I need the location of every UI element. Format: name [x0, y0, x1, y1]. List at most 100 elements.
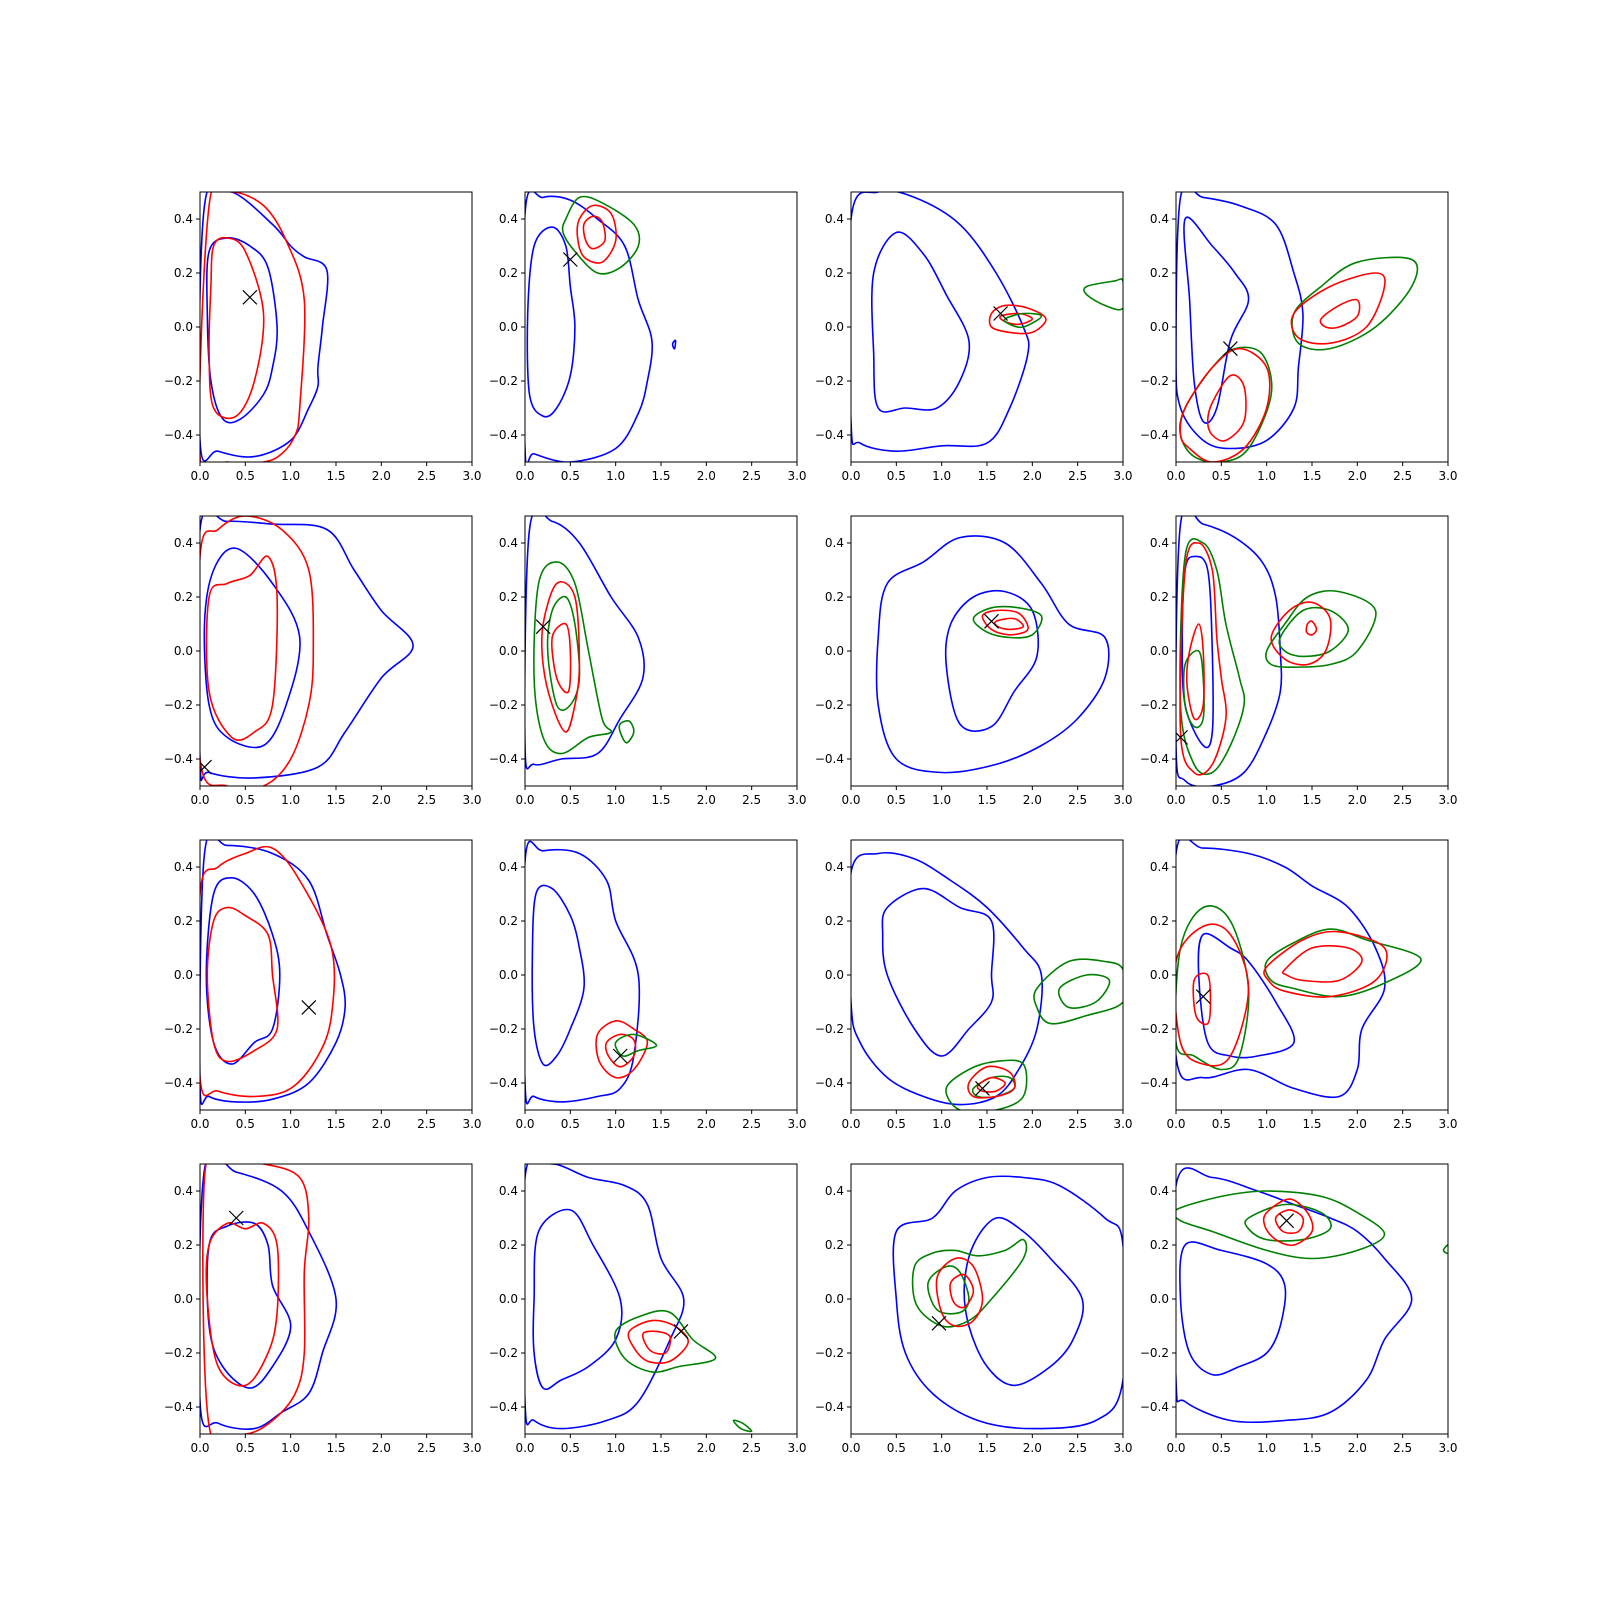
blue-contour-line — [526, 226, 576, 418]
x-tick-label: 0.0 — [190, 793, 209, 807]
x-marker-stroke-b — [301, 999, 317, 1015]
y-tick-label: 0.2 — [174, 914, 193, 928]
y-tick-label: −0.2 — [164, 698, 193, 712]
x-tick-label: 0.0 — [515, 1117, 534, 1131]
x-marker — [1222, 341, 1238, 357]
y-tick-label: 0.2 — [174, 590, 193, 604]
x-tick-label: 1.0 — [281, 1441, 300, 1455]
x-marker-stroke-b — [993, 306, 1009, 321]
x-tick-label: 0.5 — [561, 793, 580, 807]
blue-contour-line — [1176, 516, 1283, 786]
x-tick-label: 1.5 — [1302, 1117, 1321, 1131]
blue-contour-line — [671, 339, 677, 350]
y-tick-label: −0.4 — [164, 1076, 193, 1090]
x-marker-stroke-b — [562, 252, 578, 267]
red-contour-line — [202, 1164, 310, 1434]
y-tick-label: 0.4 — [825, 212, 844, 226]
red-contour-line — [967, 1065, 1016, 1099]
y-tick-label: −0.4 — [815, 1076, 844, 1090]
y-tick-label: −0.4 — [489, 428, 518, 442]
subplot-3-3: 0.0 0.5 1.0 1.5 2.0 2.5 3.0 −0.4 −0.2 0.0 0.2 0.4 — [815, 839, 1133, 1131]
y-tick-label: −0.2 — [489, 374, 518, 388]
plot-area — [525, 516, 645, 770]
y-tick-label: −0.2 — [815, 1346, 844, 1360]
x-tick-label: 0.5 — [561, 469, 580, 483]
x-tick-label: 0.0 — [841, 1441, 860, 1455]
x-marker — [1176, 729, 1188, 745]
x-tick-label: 1.5 — [1302, 469, 1321, 483]
x-tick-label: 1.0 — [1257, 793, 1276, 807]
green-contour-line — [618, 720, 635, 744]
y-tick-label: 0.4 — [174, 212, 193, 226]
y-tick-label: 0.4 — [174, 536, 193, 550]
x-tick-label: 1.0 — [1257, 469, 1276, 483]
subplot-1-2: 0.0 0.5 1.0 1.5 2.0 2.5 3.0 −0.4 −0.2 0.0 0.2 0.4 — [489, 191, 807, 483]
y-tick-label: 0.2 — [1150, 1238, 1169, 1252]
green-contour-line — [1278, 606, 1350, 658]
blue-contour-line — [525, 840, 641, 1105]
x-marker — [1279, 1213, 1295, 1229]
y-tick-label: 0.0 — [174, 644, 193, 658]
y-tick-label: −0.2 — [1140, 1022, 1169, 1036]
blue-contour-line — [875, 535, 1110, 774]
x-tick-label: 0.5 — [1212, 469, 1231, 483]
y-tick-label: 0.2 — [825, 1238, 844, 1252]
red-contour-line — [981, 609, 1029, 636]
x-tick-label: 0.5 — [561, 1441, 580, 1455]
y-tick-label: 0.4 — [499, 212, 518, 226]
x-tick-label: 1.5 — [326, 793, 345, 807]
x-tick-label: 1.5 — [326, 469, 345, 483]
y-tick-label: 0.0 — [499, 1292, 518, 1306]
red-contour-line — [1274, 1209, 1305, 1235]
y-tick-label: −0.4 — [815, 428, 844, 442]
subplot-2-3: 0.0 0.5 1.0 1.5 2.0 2.5 3.0 −0.4 −0.2 0.0 0.2 0.4 — [815, 515, 1133, 807]
x-tick-label: 2.5 — [742, 469, 761, 483]
green-contour-line — [1083, 278, 1123, 311]
x-tick-label: 2.5 — [1393, 1117, 1412, 1131]
y-tick-label: 0.4 — [174, 1184, 193, 1198]
red-contour-line — [976, 1076, 1006, 1093]
y-tick-label: 0.2 — [1150, 914, 1169, 928]
x-marker-stroke-b — [612, 1048, 628, 1064]
x-marker-stroke-b — [1279, 1213, 1295, 1229]
y-tick-label: 0.2 — [499, 590, 518, 604]
green-contour-line — [972, 605, 1043, 639]
x-tick-label: 2.5 — [1068, 469, 1087, 483]
y-tick-label: 0.2 — [499, 914, 518, 928]
subplot-2-2: 0.0 0.5 1.0 1.5 2.0 2.5 3.0 −0.4 −0.2 0.0 0.2 0.4 — [489, 515, 807, 807]
x-tick-label: 1.0 — [606, 1117, 625, 1131]
green-contour-line — [1182, 649, 1205, 729]
x-tick-label: 1.0 — [606, 793, 625, 807]
green-contour-line — [1176, 905, 1250, 1071]
red-contour-line — [1179, 541, 1227, 776]
x-tick-label: 0.0 — [515, 1441, 534, 1455]
x-tick-label: 3.0 — [1438, 1441, 1457, 1455]
x-tick-label: 0.5 — [236, 1441, 255, 1455]
red-contour-line — [206, 906, 279, 1063]
plot-area — [1176, 516, 1377, 786]
x-marker — [228, 1210, 244, 1226]
blue-contour-line — [532, 1208, 623, 1391]
blue-contour-line — [892, 1175, 1123, 1430]
red-contour-line — [641, 1330, 672, 1355]
x-tick-label: 0.0 — [190, 1117, 209, 1131]
x-tick-label: 0.5 — [236, 469, 255, 483]
y-tick-label: −0.4 — [164, 1400, 193, 1414]
y-tick-label: −0.4 — [164, 428, 193, 442]
subplot-3-1: 0.0 0.5 1.0 1.5 2.0 2.5 3.0 −0.4 −0.2 0.0 0.2 0.4 — [164, 839, 482, 1131]
x-tick-label: 2.0 — [697, 1441, 716, 1455]
x-marker-stroke-b — [931, 1315, 947, 1331]
x-tick-label: 0.0 — [1166, 1117, 1185, 1131]
green-contour-line — [614, 1033, 658, 1058]
y-tick-label: −0.2 — [815, 1022, 844, 1036]
x-tick-label: 0.5 — [1212, 1117, 1231, 1131]
green-contour-line — [732, 1419, 753, 1433]
y-tick-label: −0.2 — [1140, 1346, 1169, 1360]
red-contour-line — [200, 845, 336, 1098]
y-tick-label: 0.4 — [1150, 860, 1169, 874]
red-contour-line — [540, 581, 581, 733]
x-tick-label: 2.0 — [697, 1117, 716, 1131]
red-contour-line — [1270, 601, 1332, 666]
